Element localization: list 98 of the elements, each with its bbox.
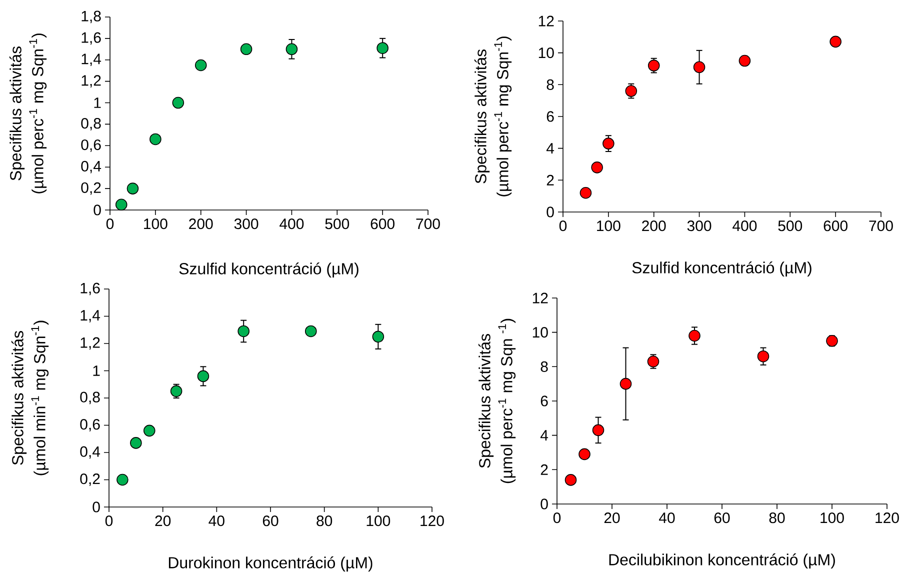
y-tick-label: 4 [540,430,548,440]
point [564,474,577,486]
x-tick-label: 20 [604,512,620,524]
x-tick-label: 500 [778,220,802,232]
x-tick-label: 40 [208,516,224,526]
x-tick-label: 0 [559,220,567,232]
point [172,96,184,109]
x-tick-label: 80 [769,512,785,524]
x-tick-label: 60 [262,516,278,526]
x-tick-label: 0 [106,218,114,230]
point [602,138,614,150]
y-tick-label: 1,6 [82,32,101,45]
point [143,424,156,437]
y-tick-label: 12 [532,292,548,304]
y-tick-label: 10 [538,48,554,58]
y-tick-label: 1 [93,366,100,376]
point [197,370,210,382]
x-tick-label: 100 [366,516,390,526]
x-axis-title: Decilubikinon koncentráció (µM) [609,553,835,569]
y-tick-label: 6 [546,111,554,122]
x-tick-label: 100 [597,220,620,232]
point [648,60,660,72]
x-tick-label: 300 [234,218,258,230]
point [115,198,128,211]
point [738,54,751,67]
point [286,43,298,56]
y-tick-label: 0,8 [80,392,100,404]
y-tick-label: 1 [94,98,101,108]
y-tick-label: 0,6 [80,419,100,432]
x-tick-label: 300 [687,220,712,232]
point [116,474,128,486]
x-tick-label: 200 [189,218,213,230]
point [126,182,139,194]
point [757,350,770,362]
point [578,448,590,460]
y-tick-label: 8 [540,361,548,372]
point [592,424,604,436]
x-axis-title: Szulfid koncentráció (µM) [632,261,812,277]
x-tick-label: 100 [144,218,168,230]
point [240,43,252,56]
y-tick-label: 0,4 [81,160,102,174]
y-tick-label: 0 [546,206,554,218]
point [376,42,388,54]
x-tick-label: 60 [714,512,730,524]
point [150,133,162,146]
y-tick-label: 12 [538,16,554,26]
y-tick-label: 0,8 [81,118,101,130]
x-tick-label: 100 [820,512,844,524]
point [830,36,842,48]
y-tick-label: 4 [546,143,554,154]
point [693,61,706,74]
point [620,378,632,390]
point [647,356,660,368]
y-tick-label: 2 [546,174,554,186]
x-tick-label: 20 [155,516,171,526]
point [580,186,592,199]
x-tick-label: 600 [824,220,848,232]
y-tick-label: 0 [540,498,548,510]
x-tick-label: 600 [370,218,394,230]
y-tick-label: 2 [540,464,548,475]
y-tick-label: 0,6 [81,139,101,152]
y-tick-label: 10 [532,327,548,338]
point [625,85,638,97]
y-tick-label: 1,2 [80,337,100,350]
y-tick-label: 0,2 [81,182,101,195]
y-tick-label: 0,4 [80,446,100,459]
x-axis-title: Szulfid koncentráció (µM) [179,262,358,278]
y-tick-label: 0 [94,204,101,216]
y-tick-label: 8 [546,79,554,90]
x-tick-label: 120 [876,512,899,524]
point [238,325,250,338]
point [130,437,142,449]
x-tick-label: 200 [642,220,666,232]
y-tick-label: 1,2 [82,75,101,88]
y-tick-label: 0,2 [80,474,100,486]
y-tick-label: 1,6 [80,282,100,296]
y-tick-label: 0 [92,502,100,512]
x-tick-label: 40 [659,512,675,524]
point [194,59,207,72]
x-tick-label: 700 [416,218,440,230]
point [170,385,182,398]
y-tick-label: 6 [540,396,548,406]
x-tick-label: 120 [420,516,444,526]
x-tick-label: 400 [280,218,304,230]
y-tick-label: 1,4 [82,54,102,66]
x-tick-label: 0 [105,516,113,526]
x-tick-label: 500 [325,218,350,230]
point [688,330,700,342]
x-tick-label: 700 [869,220,893,232]
y-tick-label: 1,8 [82,10,101,24]
point [304,325,317,338]
point [826,335,838,347]
x-tick-label: 80 [316,516,332,526]
x-tick-label: 400 [732,220,757,232]
y-tick-label: 1,4 [80,310,100,322]
point [591,162,603,174]
x-axis-title: Durokinon koncentráció (µM) [168,556,372,572]
point [372,330,384,343]
